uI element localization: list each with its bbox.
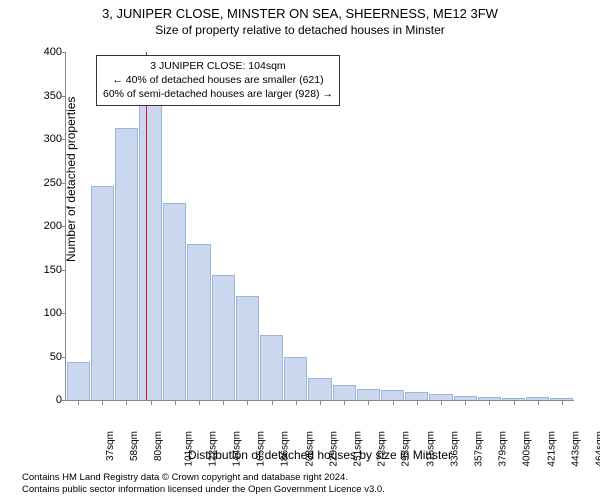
y-tick-label: 250 bbox=[26, 177, 62, 189]
histogram-bar bbox=[333, 385, 356, 400]
annotation-larger: 60% of semi-detached houses are larger (… bbox=[103, 87, 333, 101]
histogram-bar bbox=[187, 244, 210, 400]
y-tick-label: 0 bbox=[26, 394, 62, 406]
chart-title: 3, JUNIPER CLOSE, MINSTER ON SEA, SHEERN… bbox=[0, 0, 600, 21]
histogram-bar bbox=[139, 105, 162, 400]
annotation-box: 3 JUNIPER CLOSE: 104sqm ← 40% of detache… bbox=[96, 55, 340, 106]
histogram-bar bbox=[357, 389, 380, 400]
chart-subtitle: Size of property relative to detached ho… bbox=[0, 21, 600, 37]
histogram-bar bbox=[91, 186, 114, 400]
histogram-bar bbox=[260, 335, 283, 400]
y-tick-label: 150 bbox=[26, 264, 62, 276]
y-tick-label: 50 bbox=[26, 351, 62, 363]
histogram-bar bbox=[284, 357, 307, 400]
chart-plot-area: Number of detached properties 0501001502… bbox=[65, 52, 574, 401]
y-tick-label: 400 bbox=[26, 46, 62, 58]
histogram-bar bbox=[236, 296, 259, 400]
histogram-bar bbox=[405, 392, 428, 400]
histogram-bar bbox=[212, 275, 235, 400]
histogram-bar bbox=[308, 378, 331, 400]
histogram-bar bbox=[381, 390, 404, 400]
footer-attribution: Contains HM Land Registry data © Crown c… bbox=[22, 472, 385, 496]
annotation-property: 3 JUNIPER CLOSE: 104sqm bbox=[103, 59, 333, 73]
y-tick-label: 300 bbox=[26, 133, 62, 145]
x-axis-label: Distribution of detached houses by size … bbox=[66, 448, 574, 462]
y-tick-label: 200 bbox=[26, 220, 62, 232]
annotation-smaller: ← 40% of detached houses are smaller (62… bbox=[103, 73, 333, 87]
histogram-bar bbox=[67, 362, 90, 400]
footer-line1: Contains HM Land Registry data © Crown c… bbox=[22, 472, 385, 484]
histogram-bar bbox=[115, 128, 138, 400]
footer-line2: Contains public sector information licen… bbox=[22, 484, 385, 496]
y-tick-label: 100 bbox=[26, 307, 62, 319]
y-tick-label: 350 bbox=[26, 90, 62, 102]
x-tick-label: 464sqm bbox=[594, 431, 600, 467]
histogram-bar bbox=[163, 203, 186, 400]
